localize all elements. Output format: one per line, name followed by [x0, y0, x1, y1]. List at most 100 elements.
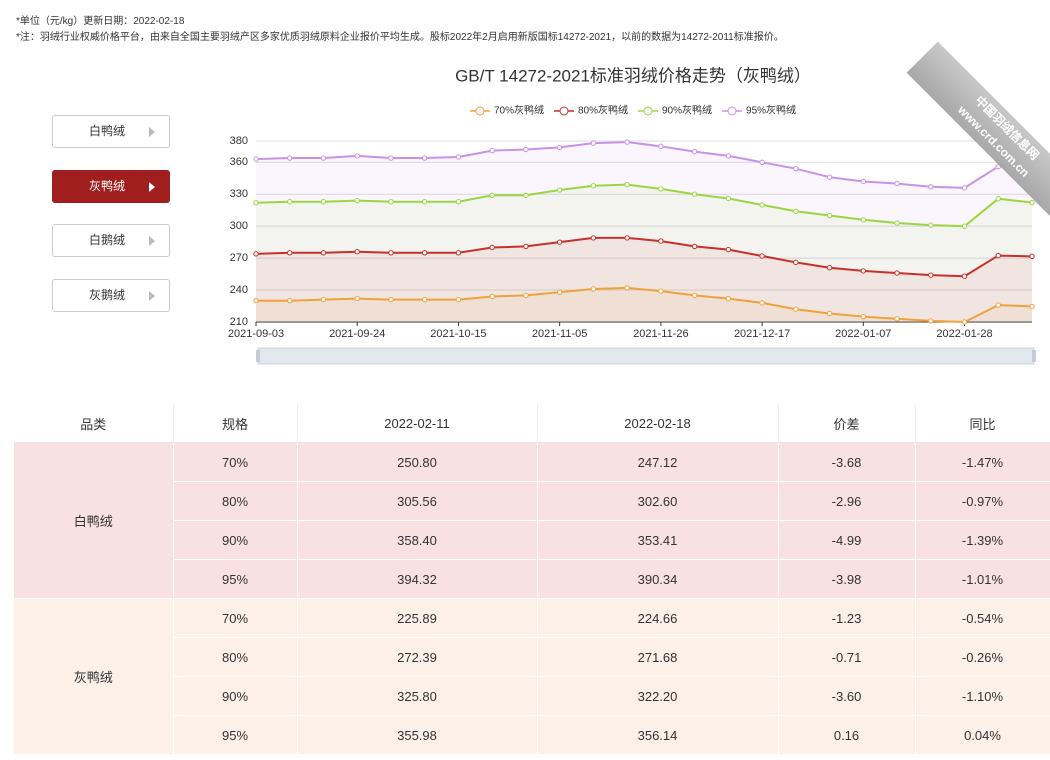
line — [256, 286, 1033, 324]
point — [725, 246, 732, 253]
table-row: 80% 305.56 302.60 -2.96 -0.97% — [14, 481, 1050, 521]
point — [928, 222, 934, 228]
point — [523, 192, 529, 199]
button-label: 白鹅绒 — [89, 233, 126, 247]
y-tick-label: 300 — [230, 220, 248, 232]
legend-item: 80%灰鸭绒 — [553, 104, 628, 117]
table-cell: 325.80 — [297, 676, 538, 716]
point — [590, 286, 597, 292]
table-cell: -1.23 — [778, 598, 916, 638]
point — [489, 147, 495, 154]
point — [894, 316, 900, 322]
table-cell: -2.96 — [778, 481, 916, 521]
point — [961, 319, 968, 325]
point — [691, 243, 698, 250]
point — [388, 155, 394, 161]
point — [287, 198, 293, 205]
category-button[interactable]: 灰鸭绒 — [52, 170, 170, 203]
table-cell: 225.89 — [297, 598, 538, 638]
point — [253, 200, 259, 206]
header-cell: 2022-02-18 — [537, 404, 779, 443]
table-cell: -4.99 — [778, 520, 916, 560]
point — [860, 268, 867, 274]
table-cell: 0.16 — [778, 715, 916, 755]
table-cell: 322.20 — [537, 676, 779, 716]
x-tick-label: 2022-01-28 — [936, 328, 992, 340]
point — [523, 292, 529, 299]
point — [253, 298, 259, 304]
point — [691, 148, 698, 155]
category-button[interactable]: 白鹅绒 — [52, 224, 170, 257]
point — [725, 295, 732, 302]
point — [624, 285, 630, 291]
table-cell: 358.40 — [297, 520, 538, 560]
table-cell: 271.68 — [537, 637, 779, 677]
table-cell: 0.04% — [915, 715, 1050, 755]
category-button[interactable]: 灰鹅绒 — [52, 279, 170, 312]
point — [995, 302, 1001, 308]
point — [590, 235, 597, 241]
table-cell: 70% — [173, 598, 298, 638]
point — [725, 195, 732, 202]
point — [759, 159, 765, 165]
table-cell: 390.34 — [537, 559, 779, 599]
legend-marker — [643, 106, 653, 116]
point — [928, 318, 934, 324]
chart: GB/T 14272-2021标准羽绒价格走势（灰鸭绒） 210 240 270 30… — [228, 66, 1036, 365]
point — [1029, 253, 1035, 260]
table-row: 95% 355.98 356.14 0.16 0.04% — [14, 715, 1050, 755]
point — [995, 196, 1001, 202]
x-tick-label: 2021-12-17 — [734, 328, 790, 340]
table-cell: -1.10% — [915, 676, 1050, 716]
zoom-handle[interactable] — [256, 350, 260, 362]
header-cell: 价差 — [778, 404, 916, 443]
point — [556, 239, 563, 245]
table-cell: -0.54% — [915, 598, 1050, 638]
legend-marker — [559, 106, 569, 116]
x-tick-label: 2021-09-24 — [329, 328, 385, 340]
legend-item: 90%灰鸭绒 — [638, 104, 712, 117]
zoom-handle[interactable] — [1032, 350, 1036, 362]
point — [928, 272, 934, 278]
group-cell: 白鸭绒 — [14, 442, 174, 599]
table-cell: -0.97% — [915, 481, 1050, 521]
category-button[interactable]: 白鸭绒 — [52, 115, 170, 148]
point — [388, 198, 394, 205]
header-row: 品类 规格 2022-02-11 2022-02-18 价差 同比 — [14, 404, 1050, 443]
zoom-slider[interactable] — [257, 347, 1035, 365]
point — [725, 153, 732, 159]
point — [354, 295, 360, 302]
point — [658, 143, 664, 150]
point — [253, 156, 259, 162]
point — [658, 186, 664, 192]
point — [860, 178, 867, 185]
point — [995, 252, 1001, 259]
point — [590, 140, 597, 146]
point — [455, 250, 462, 256]
area — [256, 184, 1032, 322]
point — [455, 198, 462, 205]
point — [826, 310, 833, 317]
point — [253, 251, 259, 257]
point — [421, 296, 428, 303]
point — [523, 146, 529, 153]
point — [523, 243, 529, 250]
point — [455, 296, 462, 303]
legend-label: 90%灰鸭绒 — [662, 104, 712, 117]
point — [354, 249, 360, 255]
legend-marker — [475, 106, 485, 116]
point — [388, 296, 394, 303]
area — [256, 287, 1032, 322]
point — [826, 174, 833, 180]
y-tick-label: 360 — [230, 156, 248, 168]
point — [826, 212, 833, 219]
point — [556, 144, 563, 151]
table-cell: -0.71 — [778, 637, 916, 677]
y-tick-label: 380 — [230, 135, 248, 147]
button-label: 灰鹅绒 — [89, 288, 126, 302]
point — [894, 220, 900, 226]
legend-item: 70%灰鸭绒 — [469, 104, 544, 117]
header-cell: 2022-02-11 — [297, 404, 538, 443]
table-cell: 95% — [173, 715, 298, 755]
point — [421, 250, 428, 256]
